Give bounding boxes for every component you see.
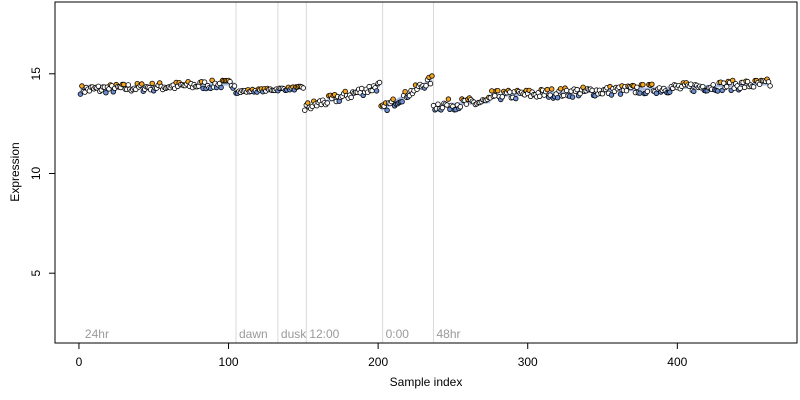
data-point (537, 93, 543, 99)
data-point (435, 101, 441, 107)
data-point (667, 89, 673, 95)
x-tick-label: 400 (667, 355, 687, 369)
data-point (384, 107, 390, 113)
annotation-lines (235, 2, 434, 343)
data-point (513, 95, 519, 102)
data-point (492, 92, 498, 99)
data-point (549, 86, 555, 92)
data-point (741, 84, 748, 91)
data-point (710, 82, 716, 88)
data-point (423, 82, 429, 89)
annotation-label: 24hr (85, 327, 109, 341)
data-point (79, 83, 85, 89)
data-point (218, 84, 224, 91)
annotation-label: dawn (239, 327, 268, 341)
data-point (373, 88, 380, 94)
data-point (390, 96, 396, 102)
data-point (300, 85, 306, 91)
data-points (77, 73, 773, 113)
data-point (644, 88, 651, 95)
data-point (560, 92, 567, 99)
annotation-label: 48hr (436, 327, 460, 341)
annotation-labels: 24hr dawn dusk 12:00 0:00 48hr (85, 327, 461, 341)
data-point (554, 94, 561, 101)
annotation-label: 0:00 (386, 327, 410, 341)
data-point (499, 94, 505, 100)
data-point (617, 91, 624, 97)
data-point (544, 86, 550, 93)
data-point (457, 104, 464, 110)
data-point (121, 81, 127, 88)
data-point (231, 83, 238, 89)
y-axis-title: Expression (8, 142, 22, 201)
data-point (507, 89, 513, 95)
data-point (569, 94, 576, 100)
data-point (640, 81, 646, 88)
data-point (574, 86, 580, 93)
data-point (463, 101, 470, 107)
data-point (637, 90, 643, 96)
plot-frame (54, 1, 798, 344)
data-point (724, 83, 730, 90)
annotation-label: dusk (281, 327, 307, 341)
data-point (399, 98, 405, 105)
x-tick-label: 300 (518, 355, 538, 369)
x-tick-label: 100 (219, 355, 239, 369)
data-point (767, 83, 773, 89)
data-point (649, 81, 655, 87)
data-point (444, 102, 450, 108)
annotation-label: 12:00 (309, 327, 339, 341)
data-point (201, 79, 208, 85)
data-point (348, 94, 354, 101)
x-axis: 0 100 200 300 400 (76, 342, 688, 369)
data-point (653, 90, 660, 96)
data-point (103, 89, 109, 96)
data-point (715, 88, 721, 94)
x-axis-title: Sample index (390, 375, 463, 389)
data-point (376, 79, 383, 86)
x-tick-label: 200 (368, 355, 388, 369)
data-point (489, 88, 495, 94)
data-point (691, 88, 697, 95)
data-point (495, 87, 501, 94)
y-tick-label: 10 (29, 167, 43, 181)
y-tick-label: 15 (29, 67, 43, 81)
data-point (139, 81, 145, 87)
data-point (634, 84, 640, 90)
data-point (563, 87, 570, 94)
data-point (750, 84, 757, 90)
data-point (744, 78, 751, 85)
data-point (557, 86, 564, 92)
data-point (688, 81, 694, 87)
data-point (427, 80, 434, 87)
data-point (730, 77, 736, 84)
data-point (429, 73, 435, 79)
data-point (445, 96, 452, 102)
data-point (125, 82, 131, 88)
data-point (608, 92, 615, 98)
data-point (324, 100, 330, 106)
y-axis: 5 10 15 (29, 67, 56, 277)
data-point (589, 87, 595, 94)
y-tick-label: 5 (29, 270, 43, 277)
data-point (149, 80, 155, 87)
data-point (402, 88, 408, 95)
data-point (737, 85, 743, 91)
data-point (305, 100, 311, 106)
x-tick-label: 0 (76, 355, 83, 369)
data-point (302, 107, 308, 113)
